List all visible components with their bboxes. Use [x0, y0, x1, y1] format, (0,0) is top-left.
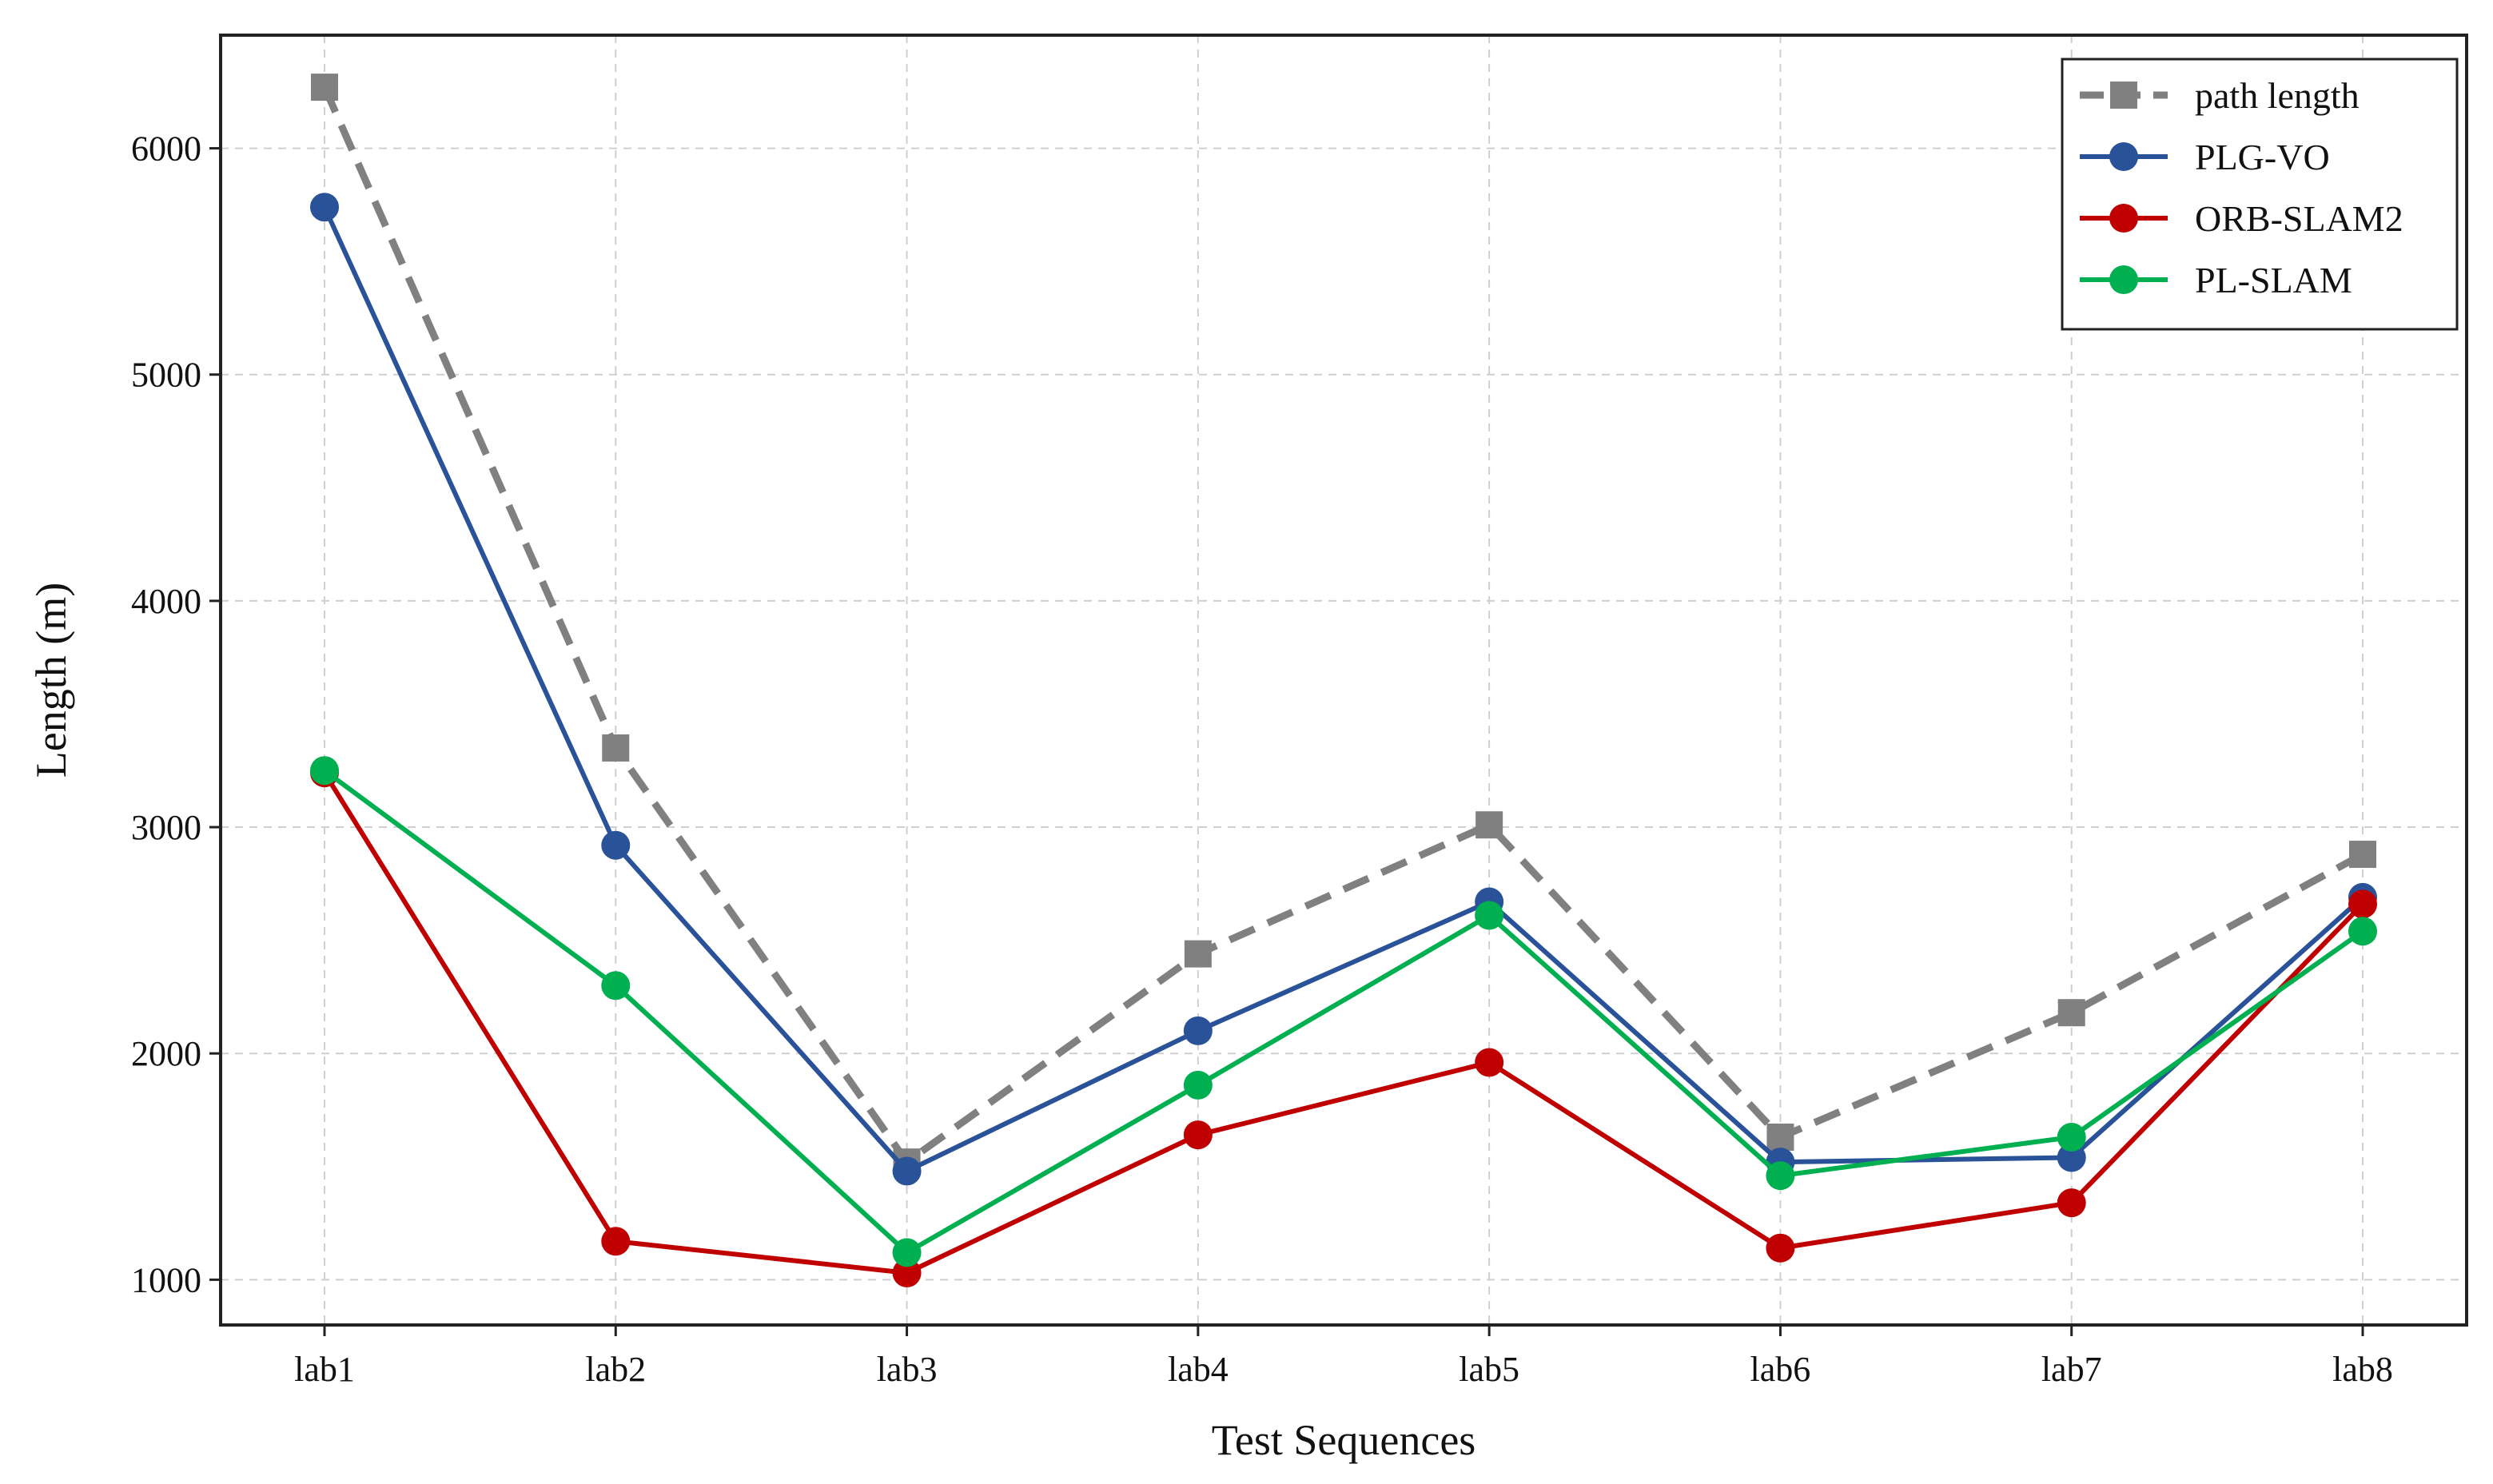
- legend-item: ORB-SLAM2: [2080, 198, 2403, 239]
- x-tick-label: lab4: [1168, 1350, 1229, 1389]
- grid: [221, 35, 2467, 1325]
- legend-item: path length: [2080, 75, 2360, 116]
- y-tick-label: 2000: [131, 1034, 201, 1073]
- data-point: [2057, 1122, 2086, 1152]
- x-tick-label: lab1: [294, 1350, 355, 1389]
- data-point: [1183, 1070, 1213, 1100]
- data-point: [2057, 1188, 2086, 1218]
- data-point: [601, 971, 631, 1001]
- data-point: [1475, 901, 1504, 930]
- series-line: [323, 768, 2364, 1255]
- data-point: [892, 1258, 922, 1287]
- x-tick-label: lab3: [877, 1350, 938, 1389]
- data-point: [892, 1156, 922, 1186]
- series-line: [322, 205, 2364, 1174]
- y-tick-label: 6000: [131, 129, 201, 169]
- series-plg-vo: [310, 193, 2377, 1186]
- legend-item: PL-SLAM: [2080, 260, 2352, 300]
- data-point: [1766, 1233, 1795, 1263]
- series-pl-slam: [310, 756, 2377, 1267]
- data-point: [1475, 811, 1503, 839]
- data-point: [1766, 1123, 1794, 1151]
- legend-marker: [2110, 82, 2137, 109]
- data-point: [2348, 917, 2377, 946]
- plot-frame: [219, 34, 2468, 1327]
- data-point: [601, 1227, 631, 1256]
- legend-marker: [2109, 204, 2138, 233]
- y-tick-label: 1000: [131, 1260, 201, 1299]
- data-point: [602, 734, 630, 762]
- x-tick-label: lab5: [1459, 1350, 1519, 1389]
- data-point: [2057, 1143, 2086, 1172]
- data-point: [2348, 889, 2377, 919]
- data-point: [310, 193, 339, 222]
- series-layer: [310, 74, 2377, 1287]
- x-tick-label: lab2: [585, 1350, 646, 1389]
- axis-ticks: lab1 lab2 lab3 lab4 lab5 lab6 lab7 lab8 1000 2000…: [131, 129, 2393, 1389]
- data-point: [2349, 841, 2376, 869]
- y-tick-label: 5000: [131, 356, 201, 395]
- data-point: [1184, 940, 1212, 968]
- data-point: [310, 756, 339, 786]
- y-axis-label: Length (m): [27, 583, 75, 778]
- data-point: [1183, 1120, 1213, 1150]
- series-line: [322, 771, 2365, 1275]
- x-tick-label: lab7: [2041, 1350, 2102, 1389]
- y-tick-label: 3000: [131, 808, 201, 847]
- series-line: [321, 86, 2365, 1166]
- legend-label: PLG-VO: [2195, 137, 2330, 177]
- data-point: [311, 74, 338, 101]
- legend-label: PL-SLAM: [2195, 260, 2352, 300]
- legend-item: PLG-VO: [2080, 137, 2330, 177]
- data-point: [1475, 1048, 1504, 1077]
- x-axis-label: Test Sequences: [1212, 1416, 1476, 1464]
- legend-label: path length: [2195, 75, 2360, 116]
- data-point: [892, 1238, 922, 1267]
- legend: path length PLG-VO ORB-SLAM2 PL-SLAM: [2061, 58, 2459, 331]
- y-tick-label: 4000: [131, 582, 201, 621]
- data-point: [2057, 999, 2085, 1027]
- x-tick-label: lab8: [2332, 1350, 2393, 1389]
- data-point: [1183, 1016, 1213, 1045]
- legend-marker: [2109, 265, 2138, 294]
- legend-marker: [2109, 142, 2138, 171]
- legend-label: ORB-SLAM2: [2195, 198, 2403, 239]
- data-point: [1766, 1161, 1795, 1191]
- x-tick-label: lab6: [1750, 1350, 1811, 1389]
- data-point: [601, 830, 631, 860]
